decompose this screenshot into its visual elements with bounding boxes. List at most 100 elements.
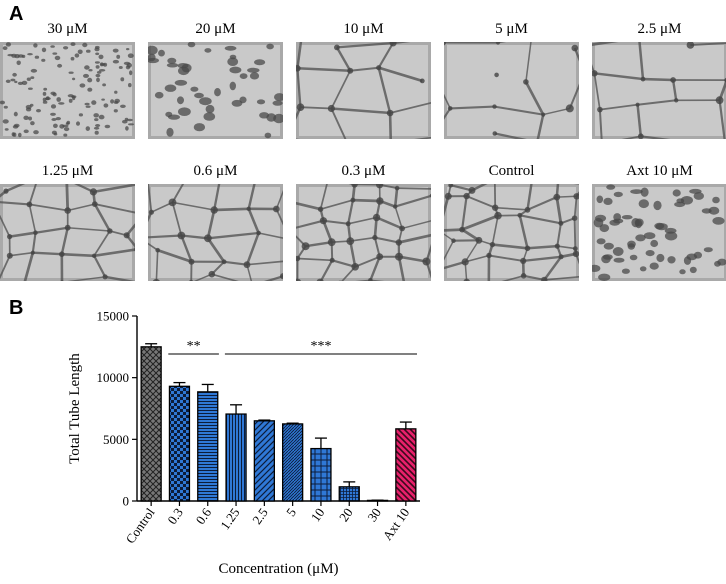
tube-node xyxy=(420,79,425,84)
cell-cluster xyxy=(125,126,129,131)
cell-cluster xyxy=(41,59,45,62)
cell-cluster xyxy=(53,124,58,128)
cell-cluster xyxy=(125,118,129,121)
cell-cluster xyxy=(175,80,187,86)
cell-cluster xyxy=(128,53,134,58)
tube-node xyxy=(376,65,381,70)
cell-cluster xyxy=(68,94,74,97)
cell-cluster xyxy=(3,119,9,123)
cell-cluster xyxy=(110,99,114,103)
cell-cluster xyxy=(86,126,90,131)
tube-node xyxy=(517,213,522,218)
tube-node xyxy=(247,207,251,211)
bar xyxy=(396,429,416,501)
x-axis-title: Concentration (μM) xyxy=(218,561,338,577)
tube-node xyxy=(422,258,430,266)
cell-cluster xyxy=(622,215,633,219)
cell-cluster xyxy=(694,192,704,200)
cell-cluster xyxy=(33,43,37,47)
cell-cluster xyxy=(702,208,712,213)
tube-node xyxy=(59,251,65,257)
micrograph-caption: Axt 10 μM xyxy=(592,162,726,182)
cell-cluster xyxy=(120,77,124,81)
cell-cluster xyxy=(684,256,691,265)
tube-node xyxy=(566,104,574,112)
micrograph-caption: 20 μM xyxy=(148,20,283,40)
cell-cluster xyxy=(86,50,91,53)
micrograph-texture xyxy=(296,42,431,139)
tube-node xyxy=(558,221,563,226)
cell-cluster xyxy=(650,240,658,247)
cell-cluster xyxy=(95,46,100,49)
cell-cluster xyxy=(204,112,216,120)
x-tick-label: 5 xyxy=(283,505,299,519)
tube-node xyxy=(90,188,97,195)
cell-cluster xyxy=(603,198,612,205)
cell-cluster xyxy=(614,192,623,197)
cell-cluster xyxy=(656,254,664,262)
cell-cluster xyxy=(69,72,74,74)
cell-cluster xyxy=(96,74,101,77)
cell-cluster xyxy=(58,102,64,105)
cell-cluster xyxy=(95,61,100,63)
tube-node xyxy=(469,187,476,194)
tube-node xyxy=(302,242,310,250)
micrograph-5: 2.5 μM xyxy=(592,20,726,139)
cell-cluster xyxy=(613,247,624,256)
cell-cluster xyxy=(165,85,177,92)
cell-cluster xyxy=(250,72,259,79)
micrograph-caption: 30 μM xyxy=(0,20,135,40)
cell-cluster xyxy=(128,83,132,87)
cell-cluster xyxy=(55,56,61,60)
tube-node xyxy=(559,254,564,259)
cell-cluster xyxy=(3,46,8,50)
cell-cluster xyxy=(641,188,649,197)
bar xyxy=(141,347,161,501)
bar xyxy=(339,487,359,501)
micrograph-texture xyxy=(148,42,283,139)
cell-cluster xyxy=(168,115,180,120)
bar xyxy=(254,421,274,501)
cell-cluster xyxy=(116,55,120,59)
tube-node xyxy=(169,199,177,207)
cell-cluster xyxy=(681,196,693,205)
tube-node xyxy=(124,232,130,238)
micrograph-texture xyxy=(592,42,726,139)
cell-cluster xyxy=(14,54,20,58)
cell-cluster xyxy=(603,254,613,260)
tube-node xyxy=(149,210,154,215)
micrograph-texture xyxy=(0,42,135,139)
cell-cluster xyxy=(600,224,610,232)
y-tick-label: 0 xyxy=(123,494,130,509)
y-tick-label: 15000 xyxy=(97,309,130,324)
cell-cluster xyxy=(12,73,17,77)
cell-cluster xyxy=(635,234,645,241)
cell-cluster xyxy=(10,79,15,82)
cell-cluster xyxy=(26,107,31,111)
tube-node xyxy=(716,96,724,104)
tube-node xyxy=(572,45,579,52)
tube-node xyxy=(396,239,402,245)
micrograph-caption: 0.6 μM xyxy=(148,162,283,182)
cell-cluster xyxy=(76,121,80,125)
cell-cluster xyxy=(88,69,92,71)
cell-cluster xyxy=(94,127,99,130)
tube-node xyxy=(525,207,531,213)
micrograph-background xyxy=(296,184,431,281)
cell-cluster xyxy=(613,219,623,224)
cell-cluster xyxy=(46,96,50,100)
micrograph-caption: Control xyxy=(444,162,579,182)
tube-node xyxy=(674,98,678,102)
cell-cluster xyxy=(646,250,655,256)
cell-cluster xyxy=(190,87,198,92)
micrograph-texture xyxy=(148,184,283,281)
tube-segment xyxy=(643,79,673,80)
micrograph-caption: 0.3 μM xyxy=(296,162,431,182)
micrograph-texture xyxy=(444,42,579,139)
tube-node xyxy=(92,201,98,207)
cell-cluster xyxy=(14,112,18,117)
tube-node xyxy=(490,242,495,247)
tube-node xyxy=(463,193,469,199)
tube-segment xyxy=(575,218,576,248)
cell-cluster xyxy=(30,76,34,79)
